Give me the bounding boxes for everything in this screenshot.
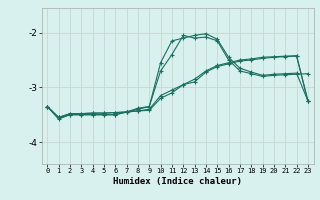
X-axis label: Humidex (Indice chaleur): Humidex (Indice chaleur) xyxy=(113,177,242,186)
